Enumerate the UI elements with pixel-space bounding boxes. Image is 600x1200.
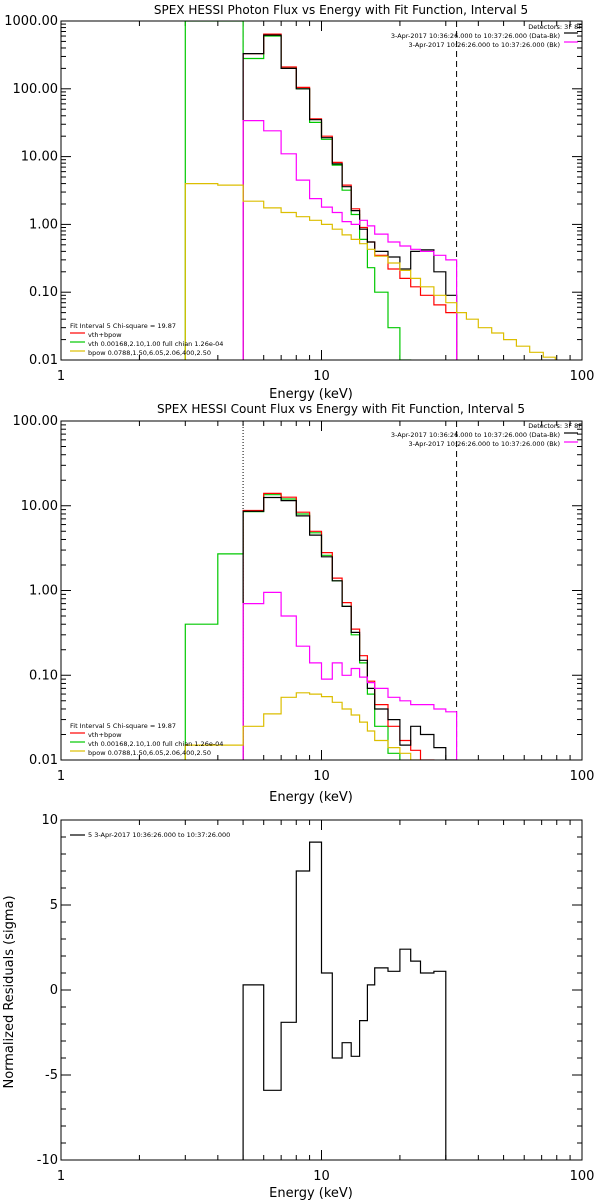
y-tick-label: 1.00 xyxy=(29,584,58,599)
count-flux-title: SPEX HESSI Count Flux vs Energy with Fit… xyxy=(157,402,525,416)
series-bpow xyxy=(184,183,556,360)
photon-flux-legend-entry: bpow 0.0788,1.50,6.05,2.06,400,2.50 xyxy=(88,349,211,357)
count-flux-legend-entry: vth 0.00168,2.10,1.00 full chian 1.26e-0… xyxy=(88,740,223,748)
residuals-panel: 1 10 100 -10 -5 0 5 10 Energy (keV) Normalized … xyxy=(2,813,594,1200)
photon-flux-detectors: Detectors: 3F 8F xyxy=(528,23,582,31)
x-tick-label: 100 xyxy=(570,769,595,784)
y-tick-label: -5 xyxy=(45,1068,58,1083)
y-tick-label: 5 xyxy=(50,898,58,913)
series-bpow xyxy=(184,692,422,760)
count-flux-detectors: Detectors: 3F 8F xyxy=(528,422,582,430)
y-tick-label: 10.00 xyxy=(21,499,58,514)
y-tick-label: 0.10 xyxy=(29,285,58,300)
x-tick-label: 10 xyxy=(313,769,330,784)
series-residuals xyxy=(242,841,447,1160)
count-flux-header-line: 3-Apr-2017 10:26:26.000 to 10:37:26.000 … xyxy=(409,440,560,448)
count-flux-panel: SPEX HESSI Count Flux vs Energy with Fit… xyxy=(13,402,595,805)
x-tick-label: 1 xyxy=(57,769,65,784)
y-tick-label: 10.00 xyxy=(21,150,58,165)
series-vth xyxy=(184,21,412,360)
photon-flux-title: SPEX HESSI Photon Flux vs Energy with Fi… xyxy=(154,3,528,17)
series-data-bk xyxy=(242,34,458,360)
photon-flux-panel: SPEX HESSI Photon Flux vs Energy with Fi… xyxy=(4,3,595,402)
photon-flux-legend-title: Fit Interval 5 Chi-square = 19.87 xyxy=(70,322,176,330)
plot-frame xyxy=(60,819,583,1161)
y-tick-label: 10 xyxy=(41,813,58,828)
plot-frame xyxy=(60,420,583,761)
residuals-ylabel: Normalized Residuals (sigma) xyxy=(2,895,17,1088)
photon-flux-plot: 1 10 100 0.01 0.10 1.00 10.00 100.00 1000.00 xyxy=(4,14,595,384)
photon-flux-xlabel: Energy (keV) xyxy=(269,387,353,402)
series-vth-bpow xyxy=(242,33,458,360)
x-tick-label: 10 xyxy=(313,1169,330,1184)
series-bk xyxy=(242,591,458,760)
count-flux-plot: 1 10 100 0.01 0.10 1.00 10.00 100.00 xyxy=(13,414,595,784)
y-tick-label: 1.00 xyxy=(29,217,58,232)
count-flux-header-line: 3-Apr-2017 10:36:26.000 to 10:37:26.000 … xyxy=(391,431,560,439)
y-tick-label: 0.10 xyxy=(29,668,58,683)
residuals-xlabel: Energy (keV) xyxy=(269,1186,353,1200)
x-tick-label: 100 xyxy=(570,369,595,384)
series-bk xyxy=(242,120,458,360)
y-tick-label: 100.00 xyxy=(13,414,59,429)
y-tick-label: -10 xyxy=(37,1153,58,1168)
count-flux-legend-title: Fit Interval 5 Chi-square = 19.87 xyxy=(70,722,176,730)
count-flux-xlabel: Energy (keV) xyxy=(269,790,353,805)
plot-frame xyxy=(60,20,583,361)
residuals-legend-entry: 5 3-Apr-2017 10:36:26.000 to 10:37:26.00… xyxy=(88,831,230,839)
y-tick-label: 1000.00 xyxy=(4,14,58,29)
photon-flux-legend-entry: vth 0.00168,2.10,1.00 full chian 1.26e-0… xyxy=(88,340,223,348)
count-flux-legend-entry: vth+bpow xyxy=(88,731,122,739)
series-data-bk xyxy=(242,496,458,760)
photon-flux-header-line: 3-Apr-2017 10:36:26.000 to 10:37:26.000 … xyxy=(391,32,560,40)
y-tick-label: 0.01 xyxy=(29,753,58,768)
x-tick-label: 1 xyxy=(57,1169,65,1184)
count-flux-legend-entry: bpow 0.0788,1.50,6.05,2.06,400,2.50 xyxy=(88,749,211,757)
y-tick-label: 100.00 xyxy=(13,82,59,97)
y-tick-label: 0 xyxy=(50,983,58,998)
x-tick-label: 100 xyxy=(570,1169,595,1184)
residuals-plot: 1 10 100 -10 -5 0 5 10 xyxy=(37,813,595,1184)
photon-flux-header-line: 3-Apr-2017 10:26:26.000 to 10:37:26.000 … xyxy=(409,41,560,49)
x-tick-label: 1 xyxy=(57,369,65,384)
y-tick-label: 0.01 xyxy=(29,353,58,368)
x-tick-label: 10 xyxy=(313,369,330,384)
photon-flux-legend-entry: vth+bpow xyxy=(88,331,122,339)
